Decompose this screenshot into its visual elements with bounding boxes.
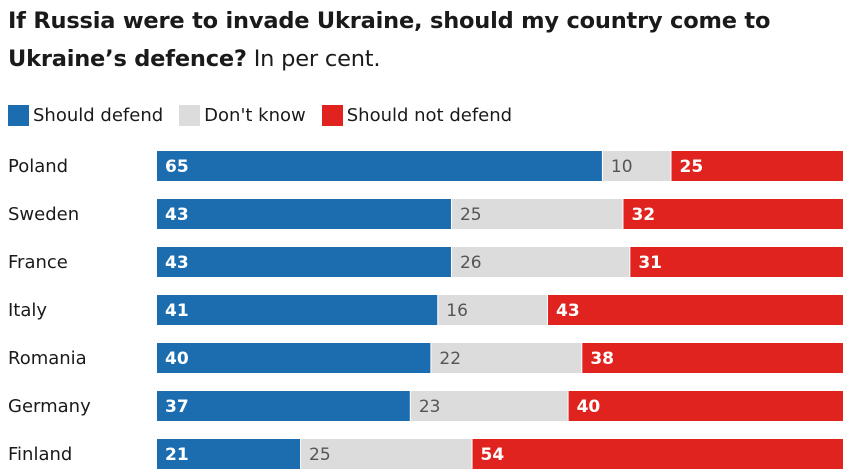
legend-swatch-should-defend <box>8 104 29 126</box>
bar-finland-should-defend <box>157 439 301 469</box>
bar-romania-should-defend <box>157 343 431 373</box>
category-label-finland: Finland <box>8 444 72 465</box>
bar-finland-dont-know <box>301 439 472 469</box>
bar-finland-should-not-defend <box>472 439 843 469</box>
bar-france-should-defend <box>157 247 451 277</box>
bar-poland-should-not-defend <box>671 151 843 181</box>
value-label-italy-should-defend: 41 <box>165 301 189 321</box>
value-label-romania-should-defend: 40 <box>165 349 189 369</box>
value-label-romania-dont-know: 22 <box>439 349 461 369</box>
value-label-finland-should-defend: 21 <box>165 445 189 465</box>
value-label-france-should-not-defend: 31 <box>638 253 662 273</box>
bar-italy-should-defend <box>157 295 438 325</box>
value-label-france-dont-know: 26 <box>460 253 482 273</box>
category-label-italy: Italy <box>8 300 47 321</box>
legend-item-should-not-defend: Should not defend <box>321 104 513 126</box>
bar-italy-should-not-defend <box>548 295 843 325</box>
bar-romania-should-not-defend <box>582 343 843 373</box>
legend-label-dont-know: Don't know <box>204 104 306 126</box>
value-label-sweden-should-not-defend: 32 <box>631 205 655 225</box>
bar-germany-should-not-defend <box>568 391 843 421</box>
bar-italy-dont-know <box>438 295 548 325</box>
value-label-romania-should-not-defend: 38 <box>590 349 614 369</box>
value-label-italy-should-not-defend: 43 <box>556 301 580 321</box>
value-label-italy-dont-know: 16 <box>446 301 468 321</box>
value-label-poland-dont-know: 10 <box>611 157 633 177</box>
category-label-germany: Germany <box>8 396 91 417</box>
bar-germany-should-defend <box>157 391 410 421</box>
value-label-sweden-should-defend: 43 <box>165 205 189 225</box>
stacked-bar-chart: Poland 65 10 25 Sweden 43 25 32 France 43 26 31 Ital… <box>8 151 843 469</box>
category-label-france: France <box>8 252 68 273</box>
legend-label-should-not-defend: Should not defend <box>346 104 513 126</box>
bar-france-dont-know <box>451 247 630 277</box>
value-label-poland-should-defend: 65 <box>165 157 189 177</box>
bar-sweden-dont-know <box>451 199 623 229</box>
bar-france-should-not-defend <box>630 247 843 277</box>
chart-title-question: If Russia were to invade Ukraine, should… <box>8 8 771 72</box>
value-label-poland-should-not-defend: 25 <box>680 157 704 177</box>
legend-label-should-defend: Should defend <box>33 104 164 126</box>
value-label-finland-dont-know: 25 <box>309 445 331 465</box>
category-label-poland: Poland <box>8 156 68 177</box>
legend-item-should-defend: Should defend <box>8 104 164 126</box>
category-label-romania: Romania <box>8 348 87 369</box>
legend-item-dont-know: Don't know <box>179 104 306 126</box>
value-label-germany-should-not-defend: 40 <box>577 397 601 417</box>
chart-title: If Russia were to invade Ukraine, should… <box>8 2 848 78</box>
bar-sweden-should-defend <box>157 199 451 229</box>
value-label-germany-should-defend: 37 <box>165 397 189 417</box>
chart-legend: Should defend Don't know Should not defe… <box>8 103 528 127</box>
legend-swatch-should-not-defend <box>321 104 343 126</box>
bar-sweden-should-not-defend <box>623 199 843 229</box>
value-label-finland-should-not-defend: 54 <box>481 445 505 465</box>
bar-germany-dont-know <box>410 391 568 421</box>
value-label-sweden-dont-know: 25 <box>460 205 482 225</box>
value-label-germany-dont-know: 23 <box>419 397 441 417</box>
chart-title-unit: In per cent. <box>253 46 381 72</box>
legend-swatch-dont-know <box>179 104 201 126</box>
value-label-france-should-defend: 43 <box>165 253 189 273</box>
bar-poland-dont-know <box>602 151 671 181</box>
bar-poland-should-defend <box>157 151 602 181</box>
category-label-sweden: Sweden <box>8 204 79 225</box>
bar-romania-dont-know <box>431 343 582 373</box>
